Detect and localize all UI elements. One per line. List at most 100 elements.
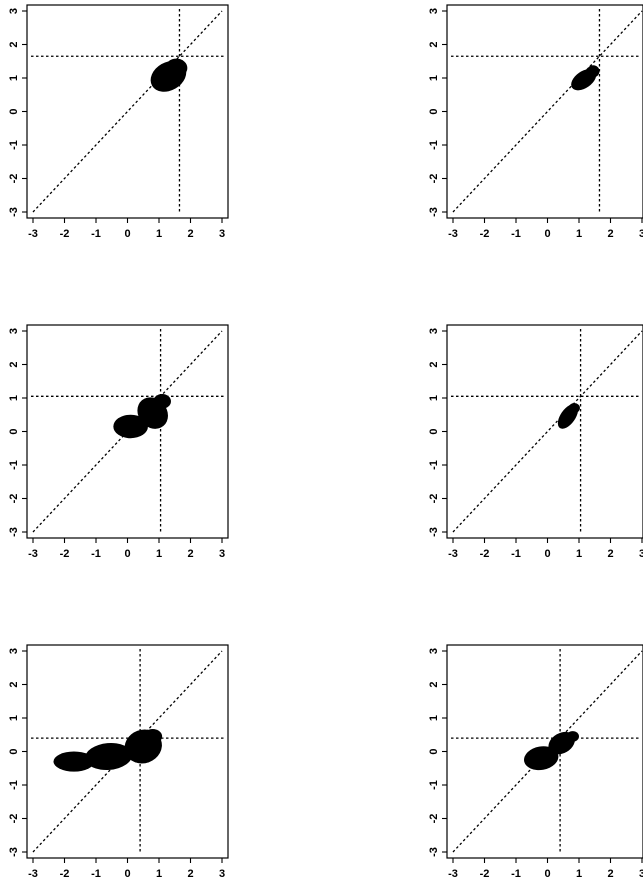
diagonal-line <box>452 650 643 853</box>
y-tick-label: -1 <box>428 780 440 790</box>
y-tick-label: 3 <box>8 648 20 654</box>
point-cloud-3 <box>566 731 579 742</box>
y-tick-label: 2 <box>8 681 20 687</box>
diagonal-line <box>452 330 643 533</box>
point-cloud-2 <box>568 403 580 414</box>
plot-area <box>31 649 224 854</box>
diagonal-line <box>452 10 643 213</box>
y-tick-label: -3 <box>8 847 20 857</box>
y-tick-label: -1 <box>8 140 20 150</box>
plot-area <box>451 329 643 534</box>
x-tick-label: 3 <box>219 548 225 560</box>
x-tick-label: 0 <box>544 868 550 880</box>
x-tick-label: 3 <box>639 228 643 240</box>
y-tick-label: 0 <box>428 748 440 754</box>
x-tick-label: 0 <box>544 228 550 240</box>
point-cloud-4 <box>143 729 163 744</box>
y-tick-label: 1 <box>8 395 20 401</box>
x-tick-label: -1 <box>511 548 521 560</box>
x-tick-label: -3 <box>28 868 38 880</box>
x-tick-label: -1 <box>91 548 101 560</box>
point-cloud-2 <box>85 743 133 771</box>
y-tick-label: -3 <box>8 207 20 217</box>
scatter-panel-4: -3 -2 -1 0 1 2 3 -3 -2 -1 0 1 2 3 <box>428 324 643 560</box>
y-tick-label: 3 <box>428 8 440 14</box>
scatter-panel-3: -3 -2 -1 0 1 2 3 -3 -2 -1 0 1 2 3 <box>8 324 229 560</box>
plot-frame <box>446 4 643 219</box>
plot-frame <box>446 324 643 539</box>
plot-area <box>451 649 643 854</box>
y-tick-label: 1 <box>428 75 440 81</box>
point-cloud-1 <box>524 746 559 771</box>
y-tick-label: 2 <box>8 361 20 367</box>
x-tick-label: 1 <box>576 868 582 880</box>
x-tick-label: 3 <box>639 868 643 880</box>
x-tick-label: 0 <box>124 868 130 880</box>
plot-area <box>31 329 224 534</box>
diagonal-line <box>32 330 223 533</box>
point-cloud-1 <box>53 751 95 772</box>
x-tick-label: -1 <box>91 868 101 880</box>
scatter-panel-2: -3 -2 -1 0 1 2 3 -3 -2 -1 0 1 2 3 <box>428 4 643 240</box>
y-tick-label: -1 <box>8 780 20 790</box>
y-tick-label: 2 <box>428 41 440 47</box>
y-tick-label: 0 <box>8 428 20 434</box>
x-tick-label: 0 <box>124 228 130 240</box>
x-tick-label: -1 <box>91 228 101 240</box>
x-tick-label: 1 <box>156 228 162 240</box>
diagonal-line <box>32 650 223 853</box>
y-tick-label: -2 <box>8 494 20 504</box>
x-tick-label: 3 <box>219 228 225 240</box>
y-tick-label: 3 <box>428 328 440 334</box>
y-tick-label: 3 <box>8 8 20 14</box>
y-tick-label: 0 <box>428 108 440 114</box>
x-tick-label: -3 <box>28 228 38 240</box>
x-tick-label: 0 <box>544 548 550 560</box>
scatter-panel-6: -3 -2 -1 0 1 2 3 -3 -2 -1 0 1 2 3 <box>428 644 643 880</box>
scatter-panel-1: -3 -2 -1 0 1 2 3 -3 -2 -1 0 1 2 3 <box>8 4 229 240</box>
y-tick-label: -2 <box>428 494 440 504</box>
y-tick-label: 1 <box>428 715 440 721</box>
plot-area <box>451 9 643 214</box>
x-tick-label: 1 <box>156 548 162 560</box>
x-tick-label: 2 <box>187 228 193 240</box>
x-tick-label: 0 <box>124 548 130 560</box>
y-tick-label: 2 <box>8 41 20 47</box>
y-tick-label: 1 <box>8 715 20 721</box>
y-tick-label: 2 <box>428 361 440 367</box>
y-tick-label: 0 <box>428 428 440 434</box>
y-tick-label: 0 <box>8 108 20 114</box>
point-cloud-1 <box>150 60 187 92</box>
x-tick-label: -2 <box>480 868 490 880</box>
point-cloud-2 <box>586 65 600 78</box>
y-tick-label: 2 <box>428 681 440 687</box>
y-tick-label: -1 <box>428 460 440 470</box>
x-tick-label: 2 <box>187 868 193 880</box>
y-tick-label: 3 <box>428 648 440 654</box>
x-tick-label: -2 <box>60 548 70 560</box>
x-tick-label: 1 <box>156 868 162 880</box>
x-tick-label: -1 <box>511 868 521 880</box>
x-tick-label: -3 <box>28 548 38 560</box>
y-tick-label: -3 <box>428 527 440 537</box>
x-tick-label: 1 <box>576 548 582 560</box>
point-cloud-2 <box>165 58 188 78</box>
y-tick-label: -1 <box>428 140 440 150</box>
x-tick-label: -2 <box>60 228 70 240</box>
diagonal-line <box>32 10 223 213</box>
y-tick-label: 3 <box>8 328 20 334</box>
y-tick-label: -2 <box>8 174 20 184</box>
plot-area <box>31 9 224 214</box>
x-tick-label: 2 <box>607 868 613 880</box>
x-tick-label: -3 <box>448 548 458 560</box>
x-tick-label: -2 <box>480 548 490 560</box>
x-tick-label: 1 <box>576 228 582 240</box>
y-tick-label: -1 <box>8 460 20 470</box>
x-tick-label: 3 <box>219 868 225 880</box>
y-tick-label: 0 <box>8 748 20 754</box>
y-tick-label: 1 <box>8 75 20 81</box>
y-tick-label: -3 <box>8 527 20 537</box>
y-tick-label: 1 <box>428 395 440 401</box>
y-tick-label: -3 <box>428 207 440 217</box>
